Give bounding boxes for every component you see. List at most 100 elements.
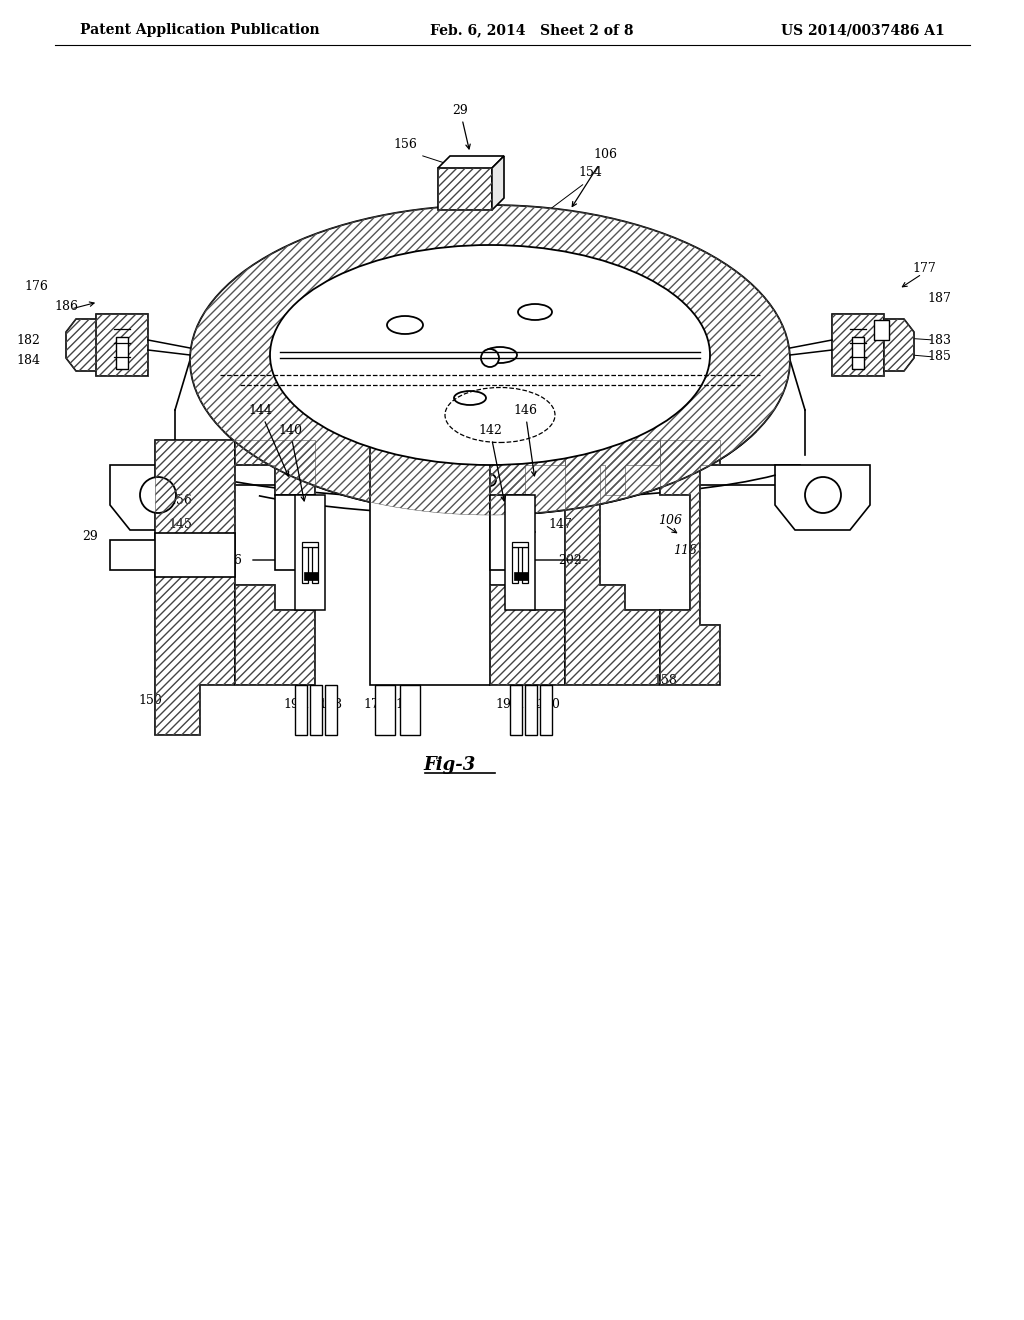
Text: 156: 156 [168, 494, 191, 507]
Text: Patent Application Publication: Patent Application Publication [80, 22, 319, 37]
Polygon shape [660, 440, 720, 685]
Text: 172: 172 [301, 698, 325, 711]
Bar [155, 533, 234, 577]
Polygon shape [234, 585, 315, 685]
Circle shape [481, 348, 499, 367]
Circle shape [140, 477, 176, 513]
Bar [514, 572, 528, 579]
Polygon shape [490, 440, 565, 495]
Polygon shape [884, 319, 914, 371]
Text: 145: 145 [168, 519, 191, 532]
Polygon shape [110, 465, 205, 531]
Text: 198: 198 [495, 698, 519, 711]
Text: 191: 191 [633, 413, 657, 426]
Text: 150: 150 [138, 693, 162, 706]
Text: 134: 134 [583, 421, 607, 434]
Polygon shape [96, 314, 148, 376]
Text: 183: 183 [927, 334, 951, 346]
Bar [310, 685, 322, 735]
Bar [295, 685, 307, 735]
Bar [525, 685, 537, 735]
Polygon shape [155, 440, 234, 735]
Text: 174: 174 [516, 698, 540, 711]
Bar [512, 546, 518, 583]
Bar [302, 543, 318, 546]
Text: 29: 29 [453, 103, 470, 149]
Bar [490, 495, 530, 570]
Text: 118: 118 [673, 544, 697, 557]
Text: 202: 202 [558, 553, 582, 566]
Text: 187: 187 [927, 293, 951, 305]
Text: 189: 189 [588, 335, 612, 348]
Bar [375, 685, 395, 735]
Bar [510, 685, 522, 735]
Text: 136: 136 [418, 363, 442, 376]
Text: 177: 177 [912, 263, 936, 276]
Polygon shape [490, 585, 565, 685]
Polygon shape [438, 168, 492, 210]
Text: 178: 178 [364, 698, 387, 711]
Text: 154: 154 [579, 166, 602, 180]
Text: Feb. 6, 2014   Sheet 2 of 8: Feb. 6, 2014 Sheet 2 of 8 [430, 22, 634, 37]
Bar [295, 495, 325, 610]
Ellipse shape [387, 315, 423, 334]
Text: 162: 162 [333, 312, 357, 325]
Bar [874, 319, 889, 341]
Text: 170: 170 [536, 698, 560, 711]
Bar [522, 546, 528, 583]
Polygon shape [831, 314, 884, 376]
Bar [852, 337, 864, 370]
Circle shape [484, 474, 496, 486]
Bar [370, 440, 490, 685]
Bar [275, 495, 315, 570]
Text: 119: 119 [395, 698, 419, 711]
Circle shape [805, 477, 841, 513]
Text: 192: 192 [283, 698, 307, 711]
Text: 158: 158 [468, 483, 492, 496]
Text: 194: 194 [373, 583, 397, 597]
Text: 200: 200 [423, 494, 446, 507]
Ellipse shape [483, 347, 517, 363]
Text: 176: 176 [24, 280, 48, 293]
Text: 184: 184 [16, 354, 40, 367]
Text: 158: 158 [653, 673, 677, 686]
Text: 142: 142 [478, 424, 506, 500]
Text: 167-: 167- [506, 418, 534, 432]
Polygon shape [565, 440, 660, 685]
Text: 164: 164 [433, 323, 457, 337]
Bar [400, 685, 420, 735]
Bar [360, 375, 605, 400]
Polygon shape [438, 156, 504, 168]
Bar [375, 400, 485, 440]
Ellipse shape [190, 205, 790, 515]
Text: Fig-3: Fig-3 [424, 756, 476, 774]
Bar [540, 685, 552, 735]
Text: 139: 139 [483, 298, 507, 312]
Text: Fig-2: Fig-2 [474, 516, 526, 535]
Polygon shape [180, 465, 800, 484]
Text: 182: 182 [16, 334, 40, 346]
Text: 140: 140 [278, 424, 305, 500]
Text: -190: -190 [281, 418, 309, 432]
Text: 186: 186 [54, 300, 78, 313]
Text: 156: 156 [393, 139, 417, 152]
Text: 164: 164 [518, 494, 542, 507]
Ellipse shape [518, 304, 552, 319]
Bar [110, 540, 160, 570]
Text: 29: 29 [82, 531, 98, 544]
Text: 180: 180 [423, 564, 447, 577]
Text: 138: 138 [583, 381, 607, 395]
Bar [505, 495, 535, 610]
Text: -166: -166 [381, 421, 409, 434]
Text: 196: 196 [218, 553, 242, 566]
Bar [304, 572, 318, 579]
Text: 188: 188 [353, 348, 377, 362]
Ellipse shape [270, 246, 710, 465]
Bar [512, 543, 528, 546]
Polygon shape [66, 319, 96, 371]
Text: 106: 106 [658, 513, 682, 527]
Text: 144: 144 [248, 404, 289, 477]
Text: 185: 185 [927, 351, 951, 363]
Text: 139: 139 [415, 432, 439, 445]
Polygon shape [775, 465, 870, 531]
